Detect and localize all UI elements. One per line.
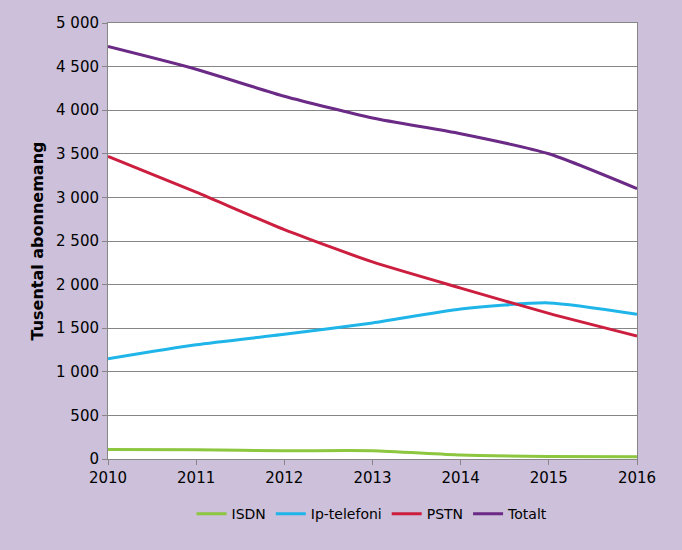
- svg-text:0: 0: [89, 450, 99, 468]
- svg-text:1 500: 1 500: [56, 319, 99, 337]
- svg-text:3 500: 3 500: [56, 145, 99, 163]
- svg-text:2014: 2014: [442, 469, 480, 487]
- svg-text:2012: 2012: [265, 469, 303, 487]
- svg-text:5 000: 5 000: [56, 14, 99, 32]
- svg-text:PSTN: PSTN: [427, 506, 463, 522]
- svg-text:2013: 2013: [353, 469, 391, 487]
- svg-text:Ip-telefoni: Ip-telefoni: [311, 506, 382, 522]
- svg-text:Tusental abonnemang: Tusental abonnemang: [28, 142, 47, 341]
- svg-text:ISDN: ISDN: [232, 506, 266, 522]
- svg-text:2 500: 2 500: [56, 232, 99, 250]
- svg-text:500: 500: [70, 407, 99, 425]
- svg-text:1 000: 1 000: [56, 363, 99, 381]
- svg-text:2011: 2011: [177, 469, 215, 487]
- svg-text:2010: 2010: [89, 469, 127, 487]
- svg-text:Totalt: Totalt: [507, 506, 547, 522]
- svg-text:2016: 2016: [618, 469, 656, 487]
- svg-text:4 000: 4 000: [56, 101, 99, 119]
- svg-text:2015: 2015: [530, 469, 568, 487]
- svg-text:2 000: 2 000: [56, 276, 99, 294]
- svg-text:3 000: 3 000: [56, 189, 99, 207]
- svg-text:4 500: 4 500: [56, 58, 99, 76]
